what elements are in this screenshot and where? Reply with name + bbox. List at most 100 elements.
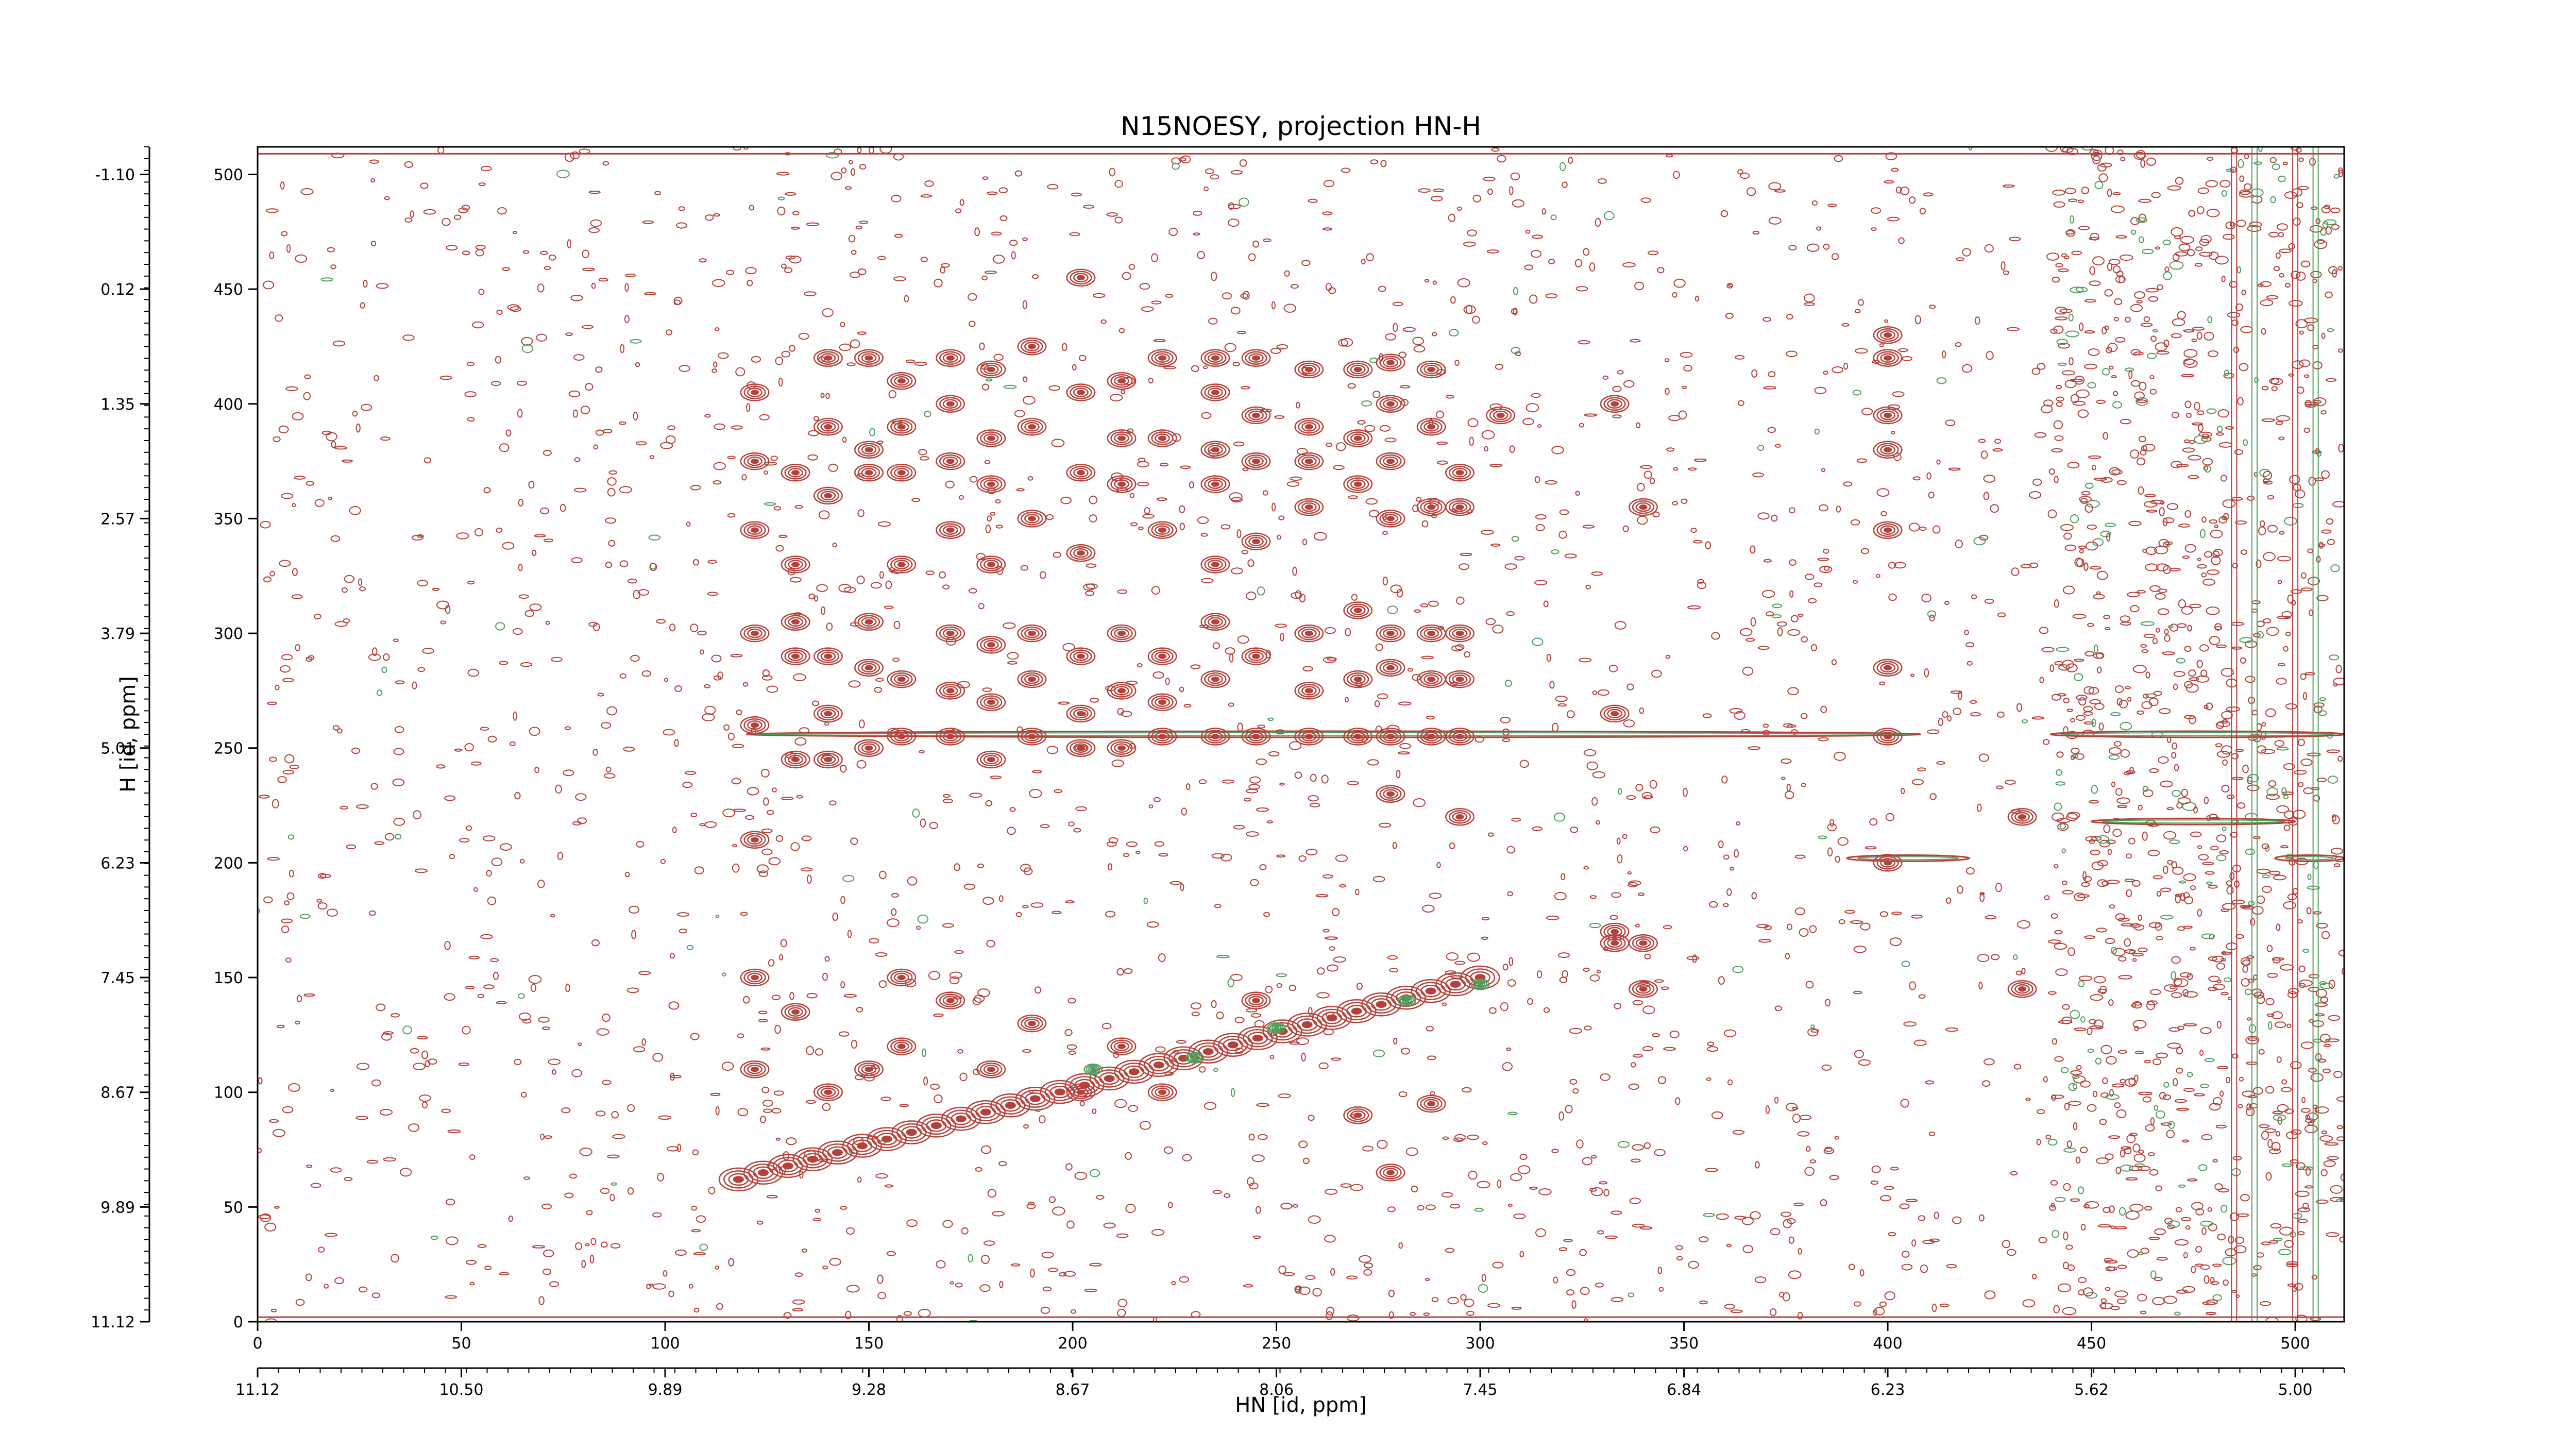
- noise-contour: [1785, 953, 1790, 960]
- noise-contour: [1654, 1149, 1666, 1156]
- noise-contour: [2319, 982, 2333, 989]
- noise-contour: [2244, 154, 2249, 159]
- noise-contour: [745, 267, 757, 275]
- peak: [936, 682, 965, 700]
- noise-contour: [2231, 1053, 2239, 1059]
- peak-contour-level: [893, 674, 909, 684]
- noise-contour: [2100, 1044, 2112, 1054]
- noise-contour: [624, 315, 630, 324]
- peak: [1139, 1053, 1179, 1077]
- noise-contour: [918, 449, 927, 456]
- noise-contour: [2107, 189, 2112, 197]
- noise-contour: [2201, 1134, 2213, 1140]
- noise-contour: [2303, 427, 2310, 433]
- peak-contour-level: [1632, 500, 1655, 514]
- noise-contour: [911, 498, 921, 502]
- noise-contour: [906, 1219, 918, 1227]
- noise-contour: [2125, 1177, 2138, 1181]
- noise-contour: [741, 474, 747, 481]
- noise-contour: [2148, 697, 2159, 706]
- peak-contour-level: [1117, 688, 1126, 694]
- peak-contour-level: [813, 647, 843, 665]
- noise-contour: [1326, 657, 1337, 661]
- noise-contour: [1665, 358, 1670, 362]
- peak-contour-level: [1076, 711, 1085, 717]
- noise-contour: [1505, 680, 1512, 687]
- noise-contour: [2208, 1223, 2217, 1232]
- x-index-tick-label: 200: [1058, 1335, 1087, 1353]
- noise-contour: [1591, 571, 1603, 576]
- noise-contour: [2073, 1075, 2086, 1084]
- peak-contour-level: [861, 353, 877, 363]
- noise-contour: [1507, 979, 1516, 987]
- peak-contour-level: [820, 1087, 836, 1097]
- peak-contour-level: [1376, 395, 1405, 413]
- y-index-tick-label: 200: [214, 854, 243, 872]
- noise-contour: [1179, 1276, 1190, 1283]
- noise-contour: [483, 984, 495, 989]
- noise-contour: [458, 207, 468, 213]
- noise-contour: [1238, 197, 1249, 207]
- peak: [1416, 360, 1446, 379]
- noise-contour: [1402, 327, 1416, 332]
- peak-contour-level: [939, 730, 962, 744]
- noise-contour: [1788, 507, 1795, 514]
- noise-contour: [1204, 186, 1209, 192]
- noise-contour: [1111, 760, 1125, 767]
- noise-contour: [2067, 462, 2080, 469]
- x-ppm-tick-label: 6.84: [1667, 1381, 1701, 1399]
- noise-contour: [1482, 1141, 1488, 1145]
- peak-contour-level: [824, 493, 833, 499]
- noise-contour: [2176, 464, 2189, 467]
- noise-contour: [1519, 1251, 1524, 1258]
- noise-contour: [1230, 1088, 1235, 1097]
- noise-contour: [2337, 755, 2343, 762]
- peak-contour-level: [1242, 1029, 1273, 1048]
- noise-contour: [2279, 248, 2292, 254]
- noise-contour: [2215, 1124, 2227, 1129]
- noise-contour: [2118, 975, 2132, 980]
- noise-contour: [1054, 789, 1062, 794]
- noise-contour: [1891, 167, 1899, 172]
- noise-contour: [1083, 583, 1095, 591]
- peak-contour-level: [1383, 628, 1398, 638]
- peak-contour-level: [987, 562, 995, 567]
- noise-contour: [761, 769, 770, 778]
- noise-contour: [660, 858, 666, 864]
- noise-contour: [1550, 214, 1557, 221]
- noise-contour: [781, 350, 791, 358]
- peak-contour-level: [743, 718, 766, 732]
- peak-contour-level: [897, 1043, 906, 1049]
- noise-contour: [1979, 892, 1985, 902]
- noise-contour: [2037, 1109, 2045, 1115]
- noise-contour: [271, 1308, 277, 1312]
- noise-contour: [2125, 1210, 2140, 1220]
- noise-contour: [1902, 1251, 1910, 1258]
- noise-contour: [1683, 365, 1692, 372]
- noise-contour: [444, 795, 456, 801]
- noise-contour: [1139, 283, 1150, 290]
- peak-contour-level: [740, 383, 770, 401]
- noise-contour: [481, 165, 492, 172]
- peak: [1241, 991, 1271, 1009]
- peak-contour-level: [1635, 938, 1651, 948]
- noise-contour: [1723, 903, 1729, 907]
- noise-contour: [2129, 1203, 2144, 1212]
- noise-contour: [939, 571, 946, 579]
- noise-contour: [771, 1108, 782, 1114]
- peak: [1241, 406, 1271, 425]
- peak-contour-level: [936, 349, 965, 367]
- noise-contour: [2063, 1231, 2069, 1241]
- noise-contour: [286, 892, 295, 900]
- noise-contour: [2295, 272, 2306, 281]
- noise-contour: [538, 1296, 545, 1305]
- noise-contour: [2171, 861, 2178, 869]
- peak-contour-level: [1153, 1062, 1164, 1069]
- noise-contour: [2137, 589, 2146, 594]
- noise-contour: [469, 1154, 476, 1160]
- peak-contour-level: [1379, 356, 1402, 369]
- noise-contour: [564, 1192, 574, 1199]
- noise-contour: [676, 222, 687, 229]
- noise-contour: [2105, 1287, 2111, 1291]
- noise-contour: [1222, 779, 1235, 784]
